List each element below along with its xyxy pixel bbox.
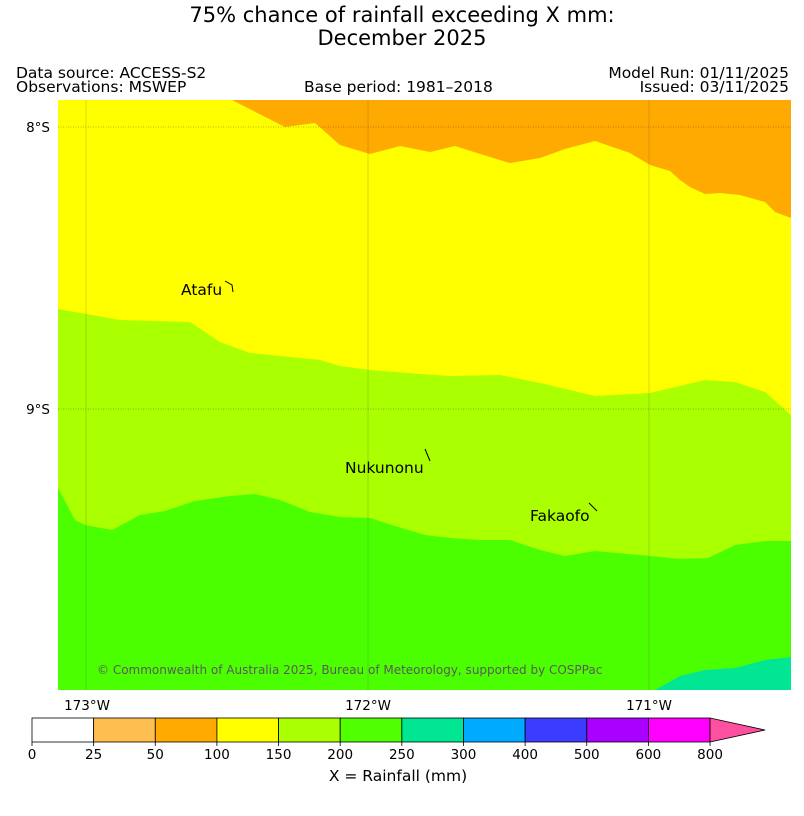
chart-title-line2: December 2025 — [317, 26, 487, 50]
colorbar-segment — [278, 717, 341, 743]
nukunonu-island-outline — [424, 448, 431, 462]
colorbar-tick-label: 50 — [147, 747, 164, 763]
base-period-label: Base period: 1981–2018 — [304, 78, 493, 96]
colorbar-tick-label: 100 — [204, 747, 230, 763]
colorbar-tick-label: 150 — [266, 747, 292, 763]
colorbar-segment — [339, 717, 403, 743]
colorbar-title: X = Rainfall (mm) — [329, 767, 467, 785]
colorbar-segment — [31, 717, 95, 743]
colorbar-segment — [463, 717, 526, 743]
colorbar-tick-label: 400 — [512, 747, 538, 763]
colorbar-segment — [216, 717, 279, 743]
colorbar-segment — [586, 717, 649, 743]
colorbar-segment — [524, 717, 588, 743]
lon-label-171w: 171°W — [626, 698, 672, 714]
data-source-label: Data source: ACCESS-S2 — [16, 64, 207, 82]
colorbar-segment — [93, 717, 156, 743]
colorbar-ticks: 0 25 50 100 150 200 250 300 400 500 600 800 — [28, 742, 723, 763]
map-plot-area: Atafu Nukunonu Fakaofo © Commonwealth of… — [58, 100, 791, 690]
chart-title-line1: 75% chance of rainfall exceeding X mm: — [189, 3, 615, 27]
colorbar-tick-label: 800 — [697, 747, 723, 763]
colorbar-segment — [401, 717, 464, 743]
model-run-label: Model Run: 01/11/2025 — [608, 64, 789, 82]
lat-label-8s: 8°S — [26, 120, 50, 136]
copyright-notice: © Commonwealth of Australia 2025, Bureau… — [97, 663, 602, 677]
lat-label-9s: 9°S — [26, 402, 50, 418]
atafu-island-outline — [224, 280, 234, 293]
fakaofo-island-outline — [588, 502, 598, 512]
place-label-nukunonu: Nukunonu — [345, 459, 424, 477]
place-label-atafu: Atafu — [181, 281, 222, 299]
colorbar-tick-label: 600 — [636, 747, 662, 763]
colorbar-tick-label: 200 — [327, 747, 353, 763]
colorbar-tick-label: 500 — [574, 747, 600, 763]
band-200-250 — [58, 488, 791, 690]
band-100-150 — [58, 100, 791, 415]
observations-label: Observations: MSWEP — [16, 78, 187, 96]
lon-label-172w: 172°W — [345, 698, 391, 714]
band-50-100 — [232, 100, 791, 218]
colorbar-segment — [648, 717, 711, 743]
colorbar-segment — [154, 717, 218, 743]
place-label-fakaofo: Fakaofo — [530, 507, 590, 525]
colorbar-tick-label: 25 — [85, 747, 102, 763]
colorbar-tick-label: 0 — [28, 747, 37, 763]
lon-label-173w: 173°W — [64, 698, 110, 714]
band-250-300 — [655, 657, 791, 690]
colorbar-tick-label: 300 — [451, 747, 477, 763]
colorbar — [31, 717, 766, 743]
issued-label: Issued: 03/11/2025 — [639, 78, 789, 96]
colorbar-extend-arrow — [709, 717, 766, 743]
colorbar-tick-label: 250 — [389, 747, 415, 763]
